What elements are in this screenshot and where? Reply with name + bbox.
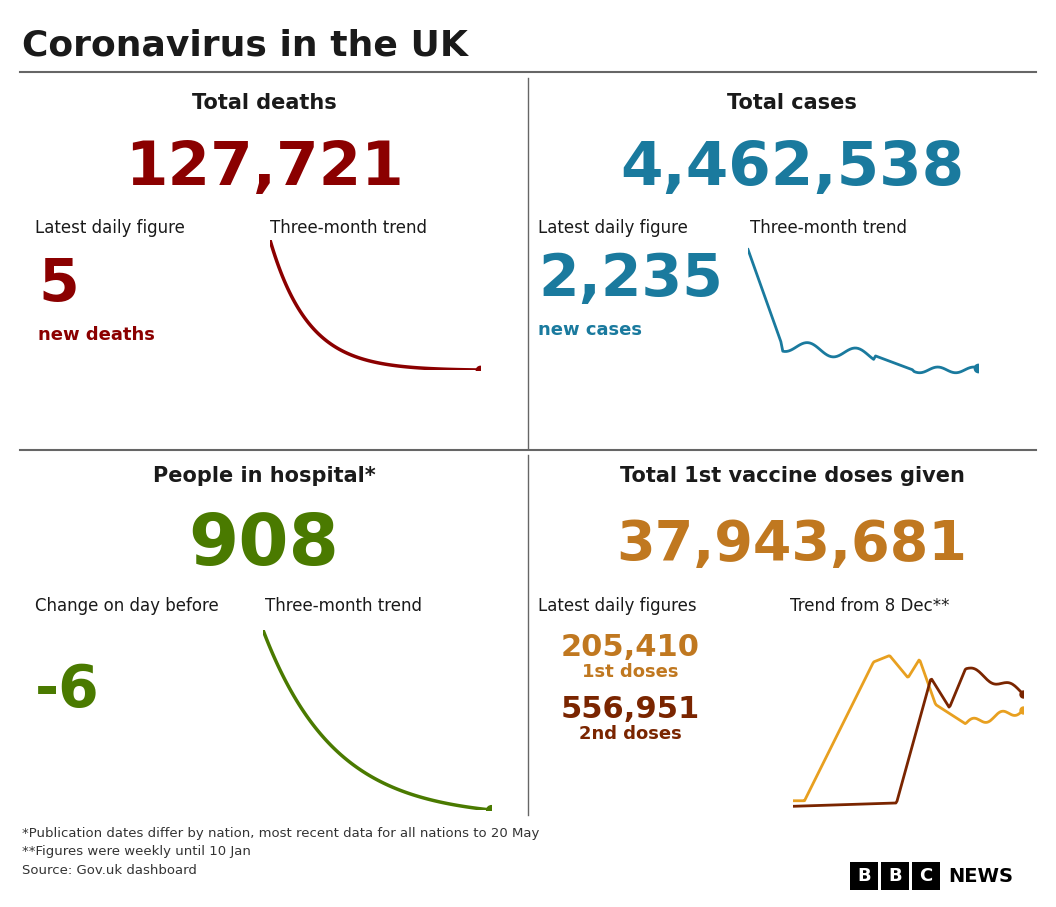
Text: Total 1st vaccine doses given: Total 1st vaccine doses given: [620, 466, 964, 486]
Text: 5: 5: [38, 257, 79, 314]
Text: 127,721: 127,721: [125, 139, 403, 198]
Text: -6: -6: [35, 661, 99, 718]
Text: 556,951: 556,951: [561, 696, 700, 725]
Text: People in hospital*: People in hospital*: [153, 466, 375, 486]
Text: NEWS: NEWS: [948, 866, 1013, 885]
Text: 908: 908: [189, 511, 339, 580]
Text: 1st doses: 1st doses: [582, 663, 678, 681]
Text: B: B: [888, 867, 902, 885]
Text: Change on day before: Change on day before: [35, 597, 219, 615]
Text: new cases: new cases: [538, 321, 642, 339]
Text: **Figures were weekly until 10 Jan: **Figures were weekly until 10 Jan: [22, 845, 251, 859]
Text: Three-month trend: Three-month trend: [270, 219, 427, 237]
Text: 205,410: 205,410: [561, 633, 699, 662]
Text: Total cases: Total cases: [728, 93, 856, 113]
Text: 4,462,538: 4,462,538: [620, 139, 964, 198]
Text: *Publication dates differ by nation, most recent data for all nations to 20 May: *Publication dates differ by nation, mos…: [22, 826, 540, 840]
Text: Source: Gov.uk dashboard: Source: Gov.uk dashboard: [22, 864, 196, 877]
Text: Total deaths: Total deaths: [191, 93, 337, 113]
Text: 2,235: 2,235: [538, 251, 723, 308]
Text: C: C: [920, 867, 932, 885]
Text: new deaths: new deaths: [38, 326, 155, 344]
Text: Latest daily figure: Latest daily figure: [538, 219, 687, 237]
Text: Coronavirus in the UK: Coronavirus in the UK: [22, 29, 468, 63]
Text: Three-month trend: Three-month trend: [750, 219, 907, 237]
Text: Trend from 8 Dec**: Trend from 8 Dec**: [790, 597, 949, 615]
Text: 37,943,681: 37,943,681: [617, 518, 967, 572]
Text: Three-month trend: Three-month trend: [265, 597, 422, 615]
Text: Latest daily figures: Latest daily figures: [538, 597, 697, 615]
Text: B: B: [857, 867, 871, 885]
Text: Latest daily figure: Latest daily figure: [35, 219, 185, 237]
Text: 2nd doses: 2nd doses: [579, 725, 681, 743]
